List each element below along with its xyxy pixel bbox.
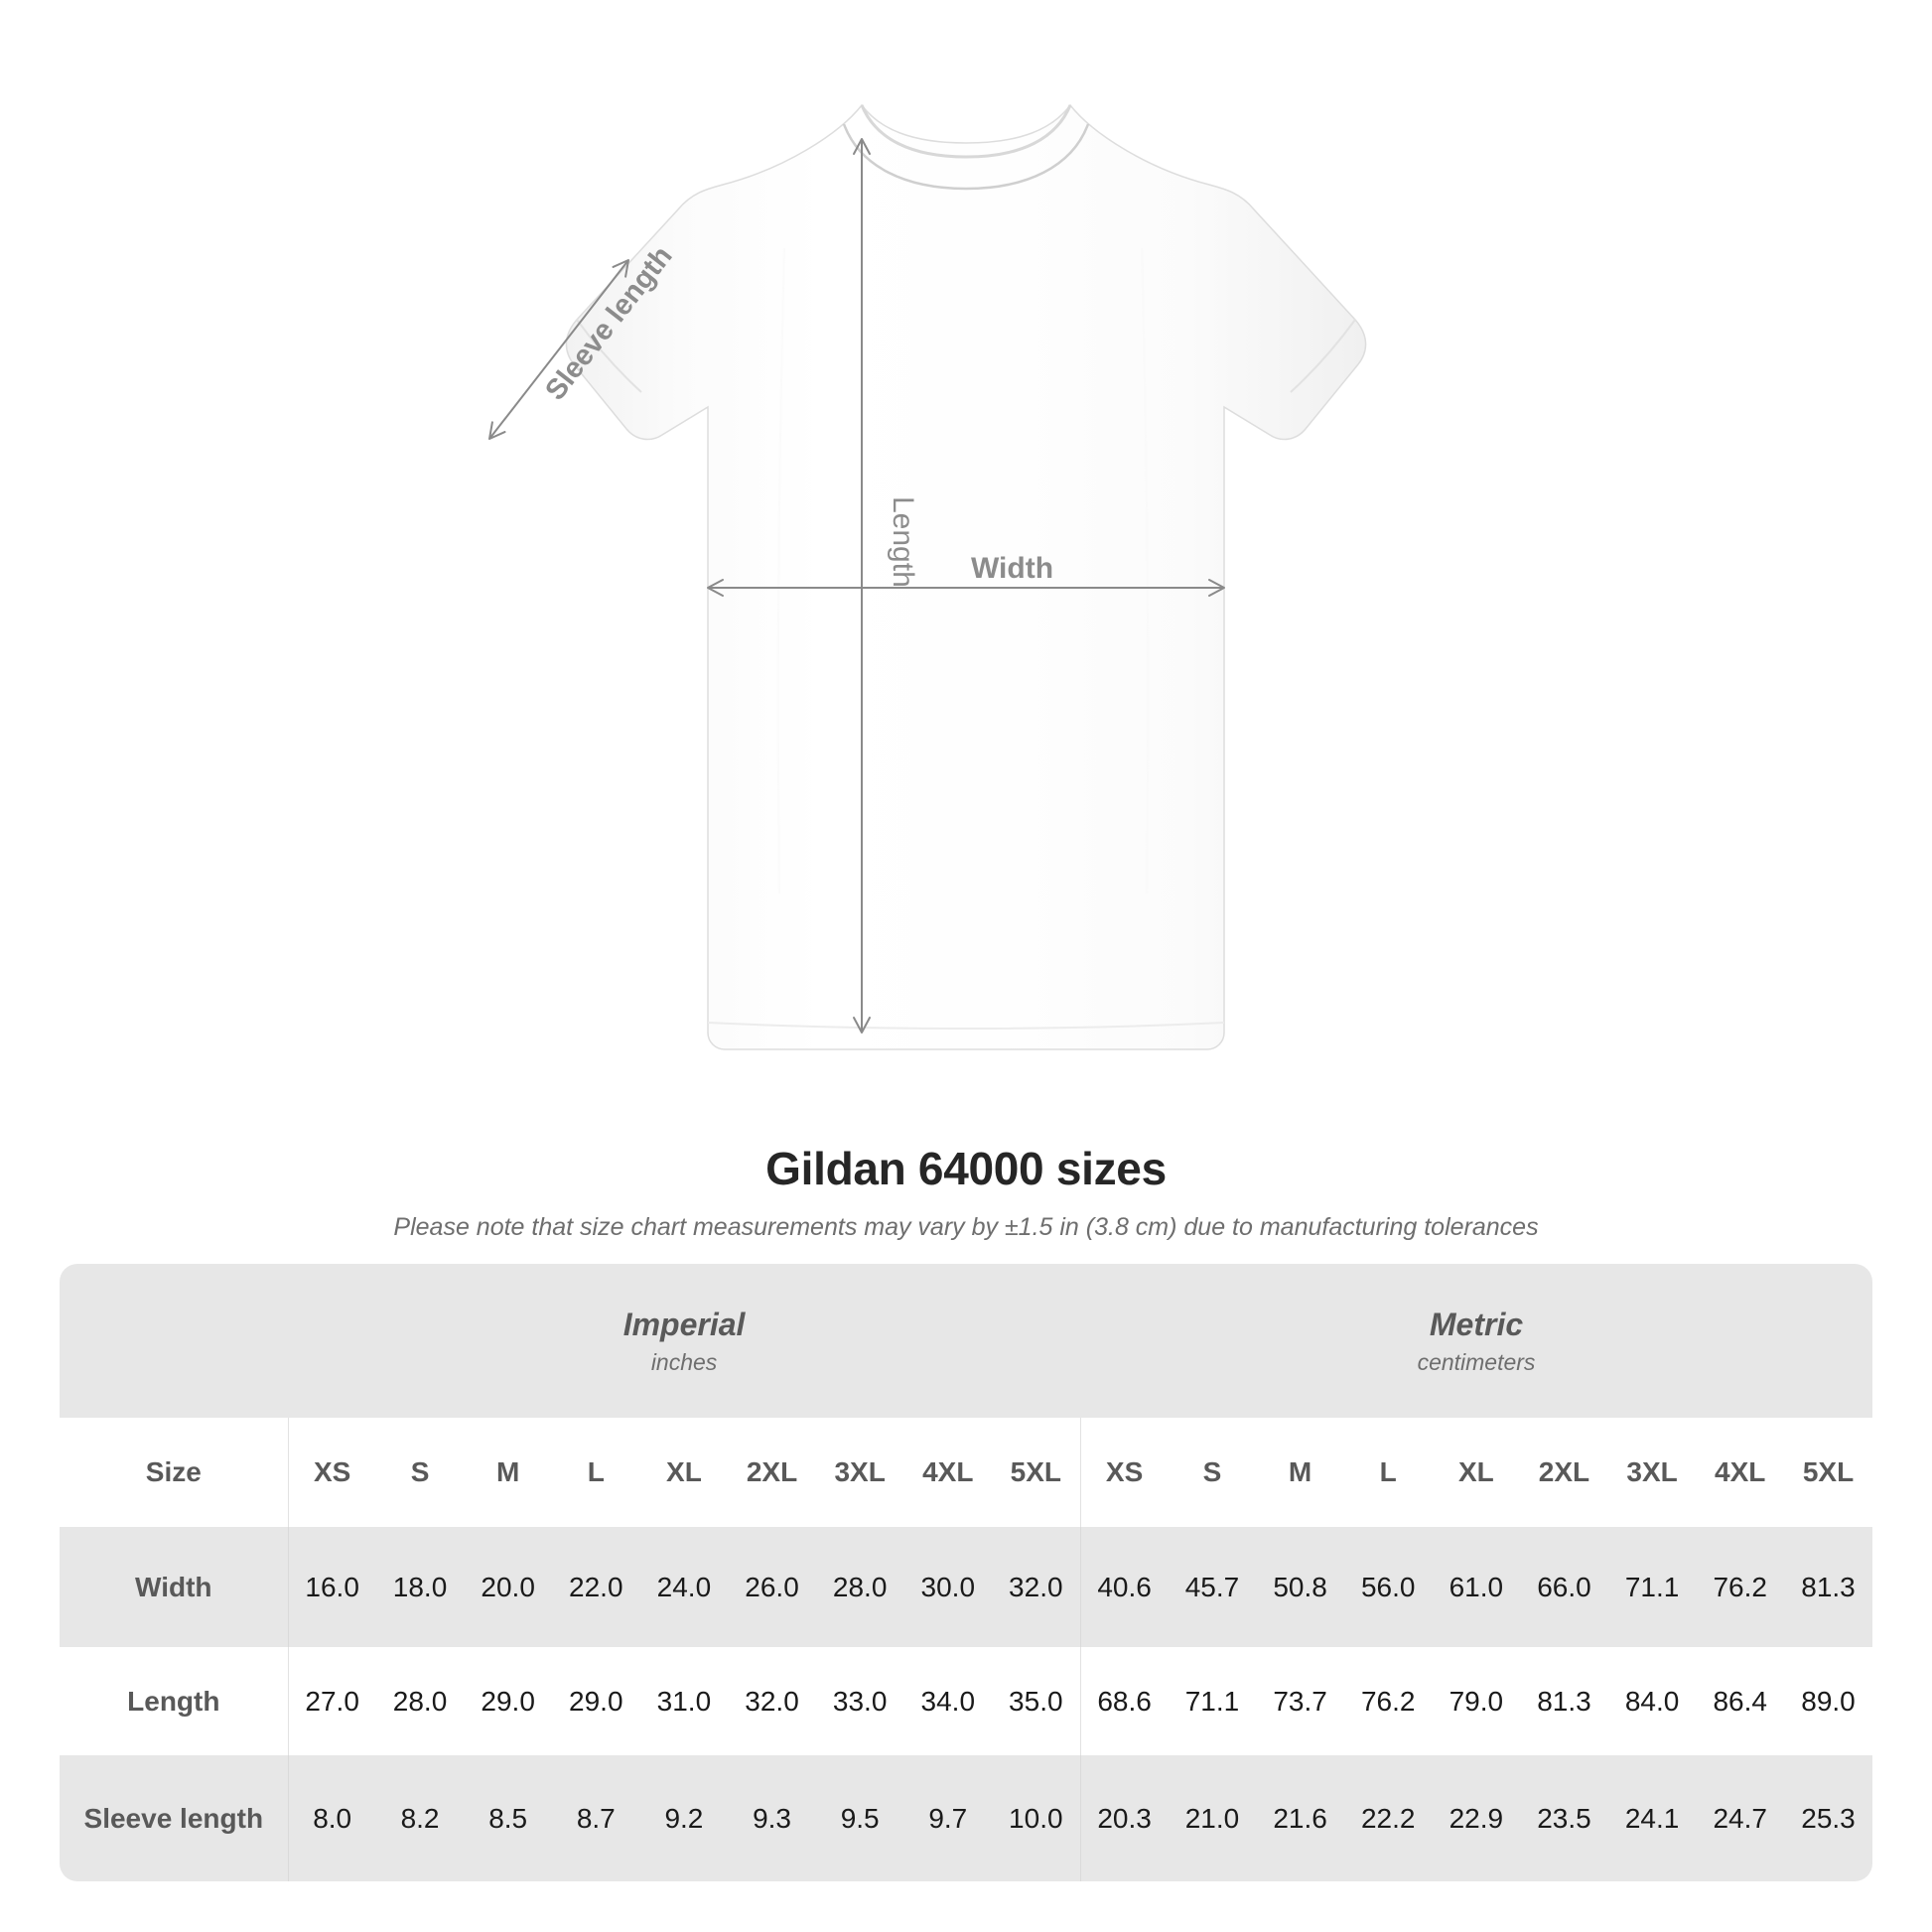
svg-text:Width: Width — [971, 552, 1053, 585]
svg-text:Length: Length — [887, 496, 919, 588]
